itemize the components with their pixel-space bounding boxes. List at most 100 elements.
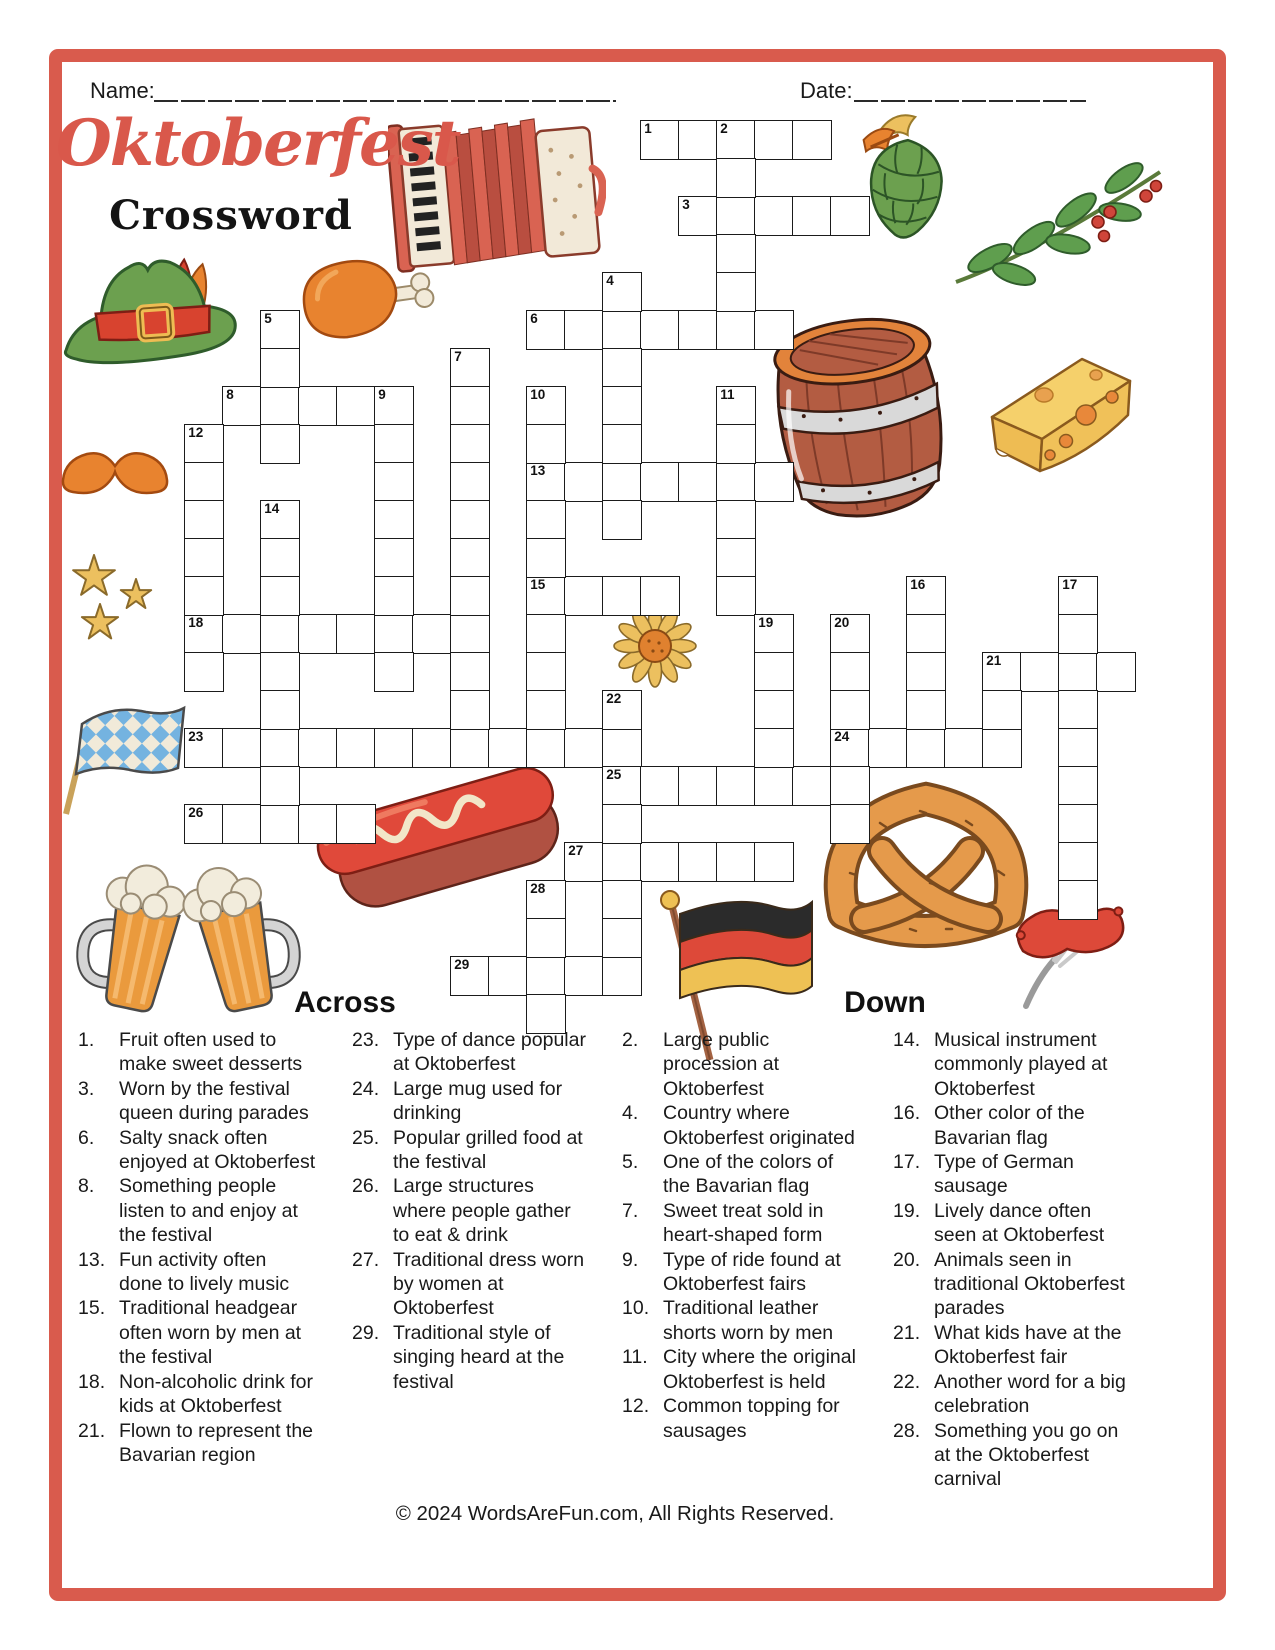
grid-cell[interactable] (754, 310, 794, 350)
grid-cell[interactable] (374, 576, 414, 616)
grid-cell[interactable] (678, 462, 718, 502)
grid-cell[interactable] (1096, 652, 1136, 692)
grid-cell[interactable] (374, 728, 414, 768)
grid-cell[interactable]: 5 (260, 310, 300, 350)
grid-cell[interactable]: 4 (602, 272, 642, 312)
grid-cell[interactable]: 19 (754, 614, 794, 654)
grid-cell[interactable] (602, 804, 642, 844)
grid-cell[interactable] (830, 804, 870, 844)
grid-cell[interactable] (678, 842, 718, 882)
grid-cell[interactable] (906, 728, 946, 768)
grid-cell[interactable] (564, 310, 604, 350)
grid-cell[interactable] (1058, 804, 1098, 844)
grid-cell[interactable] (678, 766, 718, 806)
grid-cell[interactable]: 11 (716, 386, 756, 426)
grid-cell[interactable] (1020, 652, 1060, 692)
grid-cell[interactable] (374, 462, 414, 502)
grid-cell[interactable] (716, 158, 756, 198)
grid-cell[interactable] (298, 614, 338, 654)
grid-cell[interactable] (792, 120, 832, 160)
grid-cell[interactable] (982, 690, 1022, 730)
grid-cell[interactable]: 7 (450, 348, 490, 388)
grid-cell[interactable] (260, 690, 300, 730)
grid-cell[interactable] (260, 652, 300, 692)
grid-cell[interactable] (716, 424, 756, 464)
grid-cell[interactable] (830, 766, 870, 806)
grid-cell[interactable] (374, 614, 414, 654)
grid-cell[interactable] (1058, 842, 1098, 882)
grid-cell[interactable]: 27 (564, 842, 604, 882)
grid-cell[interactable]: 3 (678, 196, 718, 236)
grid-cell[interactable] (602, 956, 642, 996)
name-blank-line[interactable] (154, 80, 616, 102)
grid-cell[interactable] (830, 690, 870, 730)
grid-cell[interactable] (450, 538, 490, 578)
grid-cell[interactable] (1058, 728, 1098, 768)
grid-cell[interactable]: 6 (526, 310, 566, 350)
grid-cell[interactable] (336, 728, 376, 768)
grid-cell[interactable] (602, 348, 642, 388)
grid-cell[interactable] (374, 424, 414, 464)
grid-cell[interactable] (450, 462, 490, 502)
grid-cell[interactable] (716, 766, 756, 806)
grid-cell[interactable]: 26 (184, 804, 224, 844)
grid-cell[interactable] (716, 196, 756, 236)
grid-cell[interactable] (640, 842, 680, 882)
grid-cell[interactable] (792, 766, 832, 806)
grid-cell[interactable] (754, 462, 794, 502)
grid-cell[interactable] (184, 462, 224, 502)
grid-cell[interactable] (184, 500, 224, 540)
grid-cell[interactable] (526, 690, 566, 730)
grid-cell[interactable] (450, 386, 490, 426)
grid-cell[interactable] (260, 804, 300, 844)
grid-cell[interactable] (564, 462, 604, 502)
date-blank-line[interactable] (854, 80, 1086, 102)
grid-cell[interactable] (184, 652, 224, 692)
grid-cell[interactable] (830, 196, 870, 236)
grid-cell[interactable]: 9 (374, 386, 414, 426)
grid-cell[interactable] (564, 576, 604, 616)
grid-cell[interactable]: 2 (716, 120, 756, 160)
grid-cell[interactable] (602, 576, 642, 616)
grid-cell[interactable] (982, 728, 1022, 768)
grid-cell[interactable] (260, 728, 300, 768)
grid-cell[interactable] (602, 728, 642, 768)
grid-cell[interactable] (716, 462, 756, 502)
grid-cell[interactable] (640, 766, 680, 806)
grid-cell[interactable] (526, 994, 566, 1034)
grid-cell[interactable] (526, 424, 566, 464)
grid-cell[interactable]: 1 (640, 120, 680, 160)
grid-cell[interactable] (450, 424, 490, 464)
grid-cell[interactable] (450, 576, 490, 616)
grid-cell[interactable] (260, 576, 300, 616)
grid-cell[interactable] (602, 918, 642, 958)
grid-cell[interactable] (526, 956, 566, 996)
grid-cell[interactable] (754, 766, 794, 806)
grid-cell[interactable] (488, 956, 528, 996)
grid-cell[interactable] (526, 728, 566, 768)
grid-cell[interactable]: 12 (184, 424, 224, 464)
grid-cell[interactable] (716, 310, 756, 350)
grid-cell[interactable] (222, 804, 262, 844)
grid-cell[interactable] (336, 614, 376, 654)
grid-cell[interactable] (526, 500, 566, 540)
grid-cell[interactable] (792, 196, 832, 236)
grid-cell[interactable] (412, 614, 452, 654)
grid-cell[interactable] (184, 538, 224, 578)
grid-cell[interactable] (602, 880, 642, 920)
grid-cell[interactable] (906, 614, 946, 654)
grid-cell[interactable] (602, 310, 642, 350)
grid-cell[interactable] (754, 652, 794, 692)
grid-cell[interactable] (526, 652, 566, 692)
grid-cell[interactable]: 13 (526, 462, 566, 502)
grid-cell[interactable] (906, 690, 946, 730)
grid-cell[interactable] (260, 538, 300, 578)
grid-cell[interactable] (450, 728, 490, 768)
grid-cell[interactable] (222, 614, 262, 654)
grid-cell[interactable] (298, 804, 338, 844)
grid-cell[interactable] (564, 956, 604, 996)
grid-cell[interactable] (260, 424, 300, 464)
grid-cell[interactable] (298, 386, 338, 426)
grid-cell[interactable] (374, 500, 414, 540)
grid-cell[interactable] (830, 652, 870, 692)
